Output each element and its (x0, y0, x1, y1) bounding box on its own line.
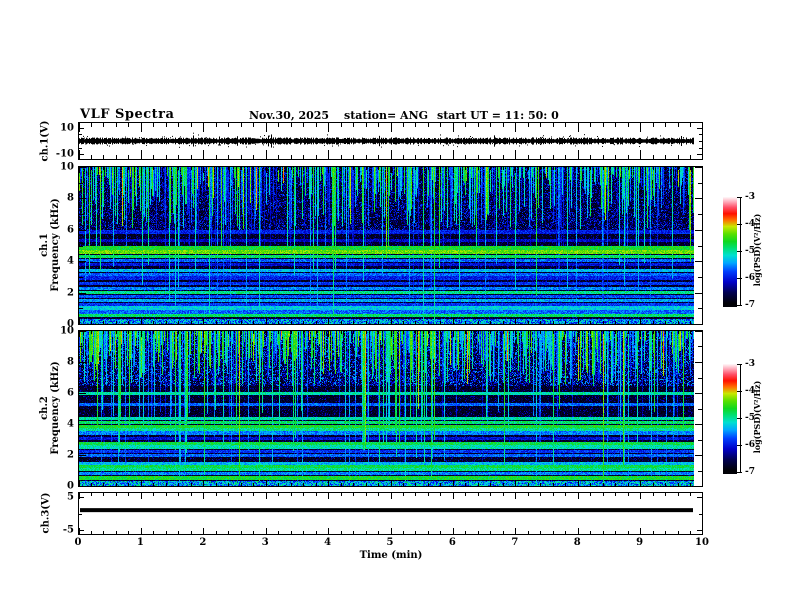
colorbar-tick-label: -5 (745, 246, 755, 256)
frequency-tick-label: 4 (67, 418, 74, 430)
frequency-tick-label: 8 (67, 356, 74, 368)
ch1-frequency-axis-label-line1: ch.1 (39, 233, 50, 257)
ch1-voltage-tick-label: 10 (60, 122, 74, 134)
x-tick-label: 8 (573, 537, 581, 548)
colorbar-tick-label: -5 (745, 413, 755, 423)
ch3-voltage-tick-label: -5 (62, 524, 74, 536)
ch1-waveform-panel (78, 122, 703, 160)
time-axis-label: Time (min) (359, 550, 423, 561)
ch1-voltage-axis-label: ch.1(V) (39, 120, 51, 162)
ch2-frequency-axis-label-line2: Frequency (kHz) (50, 361, 61, 455)
ch1-frequency-axis-label-line2: Frequency (kHz) (50, 198, 61, 292)
ch2-spectrogram-panel (78, 330, 703, 487)
page-title: VLF Spectra (80, 107, 175, 122)
x-tick-label: 9 (636, 537, 644, 548)
frequency-tick-label: 0 (67, 318, 74, 330)
frequency-tick-label: 6 (67, 387, 74, 399)
ch1-voltage-tick-label: -10 (55, 148, 74, 160)
ch3-voltage-axis-label: ch.3(V) (40, 492, 52, 534)
colorbar-tick-label: -3 (745, 359, 755, 369)
colorbar-tick-label: -3 (745, 192, 755, 202)
frequency-tick-label: 6 (67, 224, 74, 236)
colorbar-tick-label: -6 (745, 273, 755, 283)
x-tick-label: 2 (199, 537, 207, 548)
frequency-tick-label: 4 (67, 255, 74, 267)
ch1-spectrogram-panel (78, 166, 703, 325)
colorbar-tick-label: -7 (745, 467, 755, 477)
ch2-frequency-axis-label-line1: ch.2 (39, 396, 50, 420)
colorbar-tick-label: -4 (745, 219, 755, 229)
x-tick-label: 5 (386, 537, 394, 548)
colorbar-tick-label: -7 (745, 300, 755, 310)
frequency-tick-label: 10 (60, 325, 74, 337)
x-tick-label: 6 (448, 537, 456, 548)
colorbar-tick-label: -6 (745, 440, 755, 450)
x-tick-label: 3 (261, 537, 269, 548)
ch3-voltage-tick-label: 5 (67, 491, 74, 503)
colorbar-tick-label: -4 (745, 386, 755, 396)
colorbar2 (722, 357, 748, 479)
frequency-tick-label: 0 (67, 480, 74, 492)
frequency-tick-label: 2 (67, 449, 74, 461)
start-ut-label: start UT = 11: 50: 0 (437, 109, 559, 122)
frequency-tick-label: 2 (67, 287, 74, 299)
frequency-tick-label: 10 (60, 161, 74, 173)
x-tick-label: 0 (74, 537, 82, 548)
x-tick-label: 10 (695, 537, 709, 548)
ch2-frequency-axis-label: ch.2 Frequency (kHz) (39, 361, 61, 454)
station-label: station= ANG (344, 109, 429, 122)
x-tick-label: 4 (324, 537, 332, 548)
colorbar1 (722, 190, 748, 312)
x-tick-label: 7 (511, 537, 519, 548)
date-label: Nov.30, 2025 (249, 109, 330, 122)
x-tick-label: 1 (136, 537, 144, 548)
ch3-level-panel (78, 492, 703, 535)
frequency-tick-label: 8 (67, 192, 74, 204)
ch1-frequency-axis-label: ch.1 Frequency (kHz) (39, 198, 61, 291)
